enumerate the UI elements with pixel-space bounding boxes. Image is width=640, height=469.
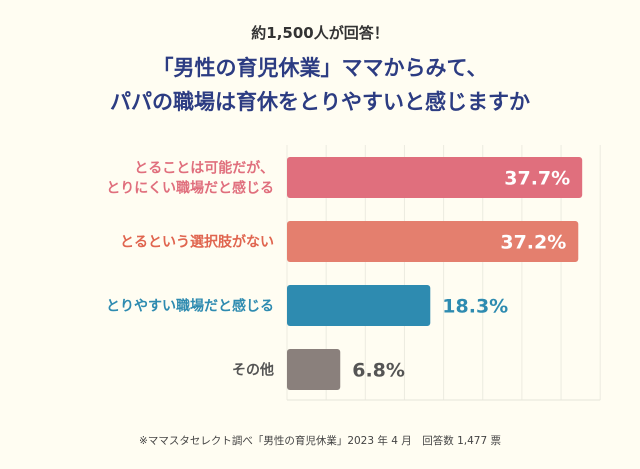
bar — [287, 349, 341, 390]
data-label: 18.3% — [442, 296, 508, 318]
category-label: とりやすい職場だと感じる — [106, 298, 274, 315]
data-label: 37.7% — [504, 168, 570, 190]
data-label: 37.2% — [500, 232, 566, 254]
category-label: とることは可能だが、 — [134, 160, 274, 177]
bar — [287, 285, 431, 326]
category-label: とるという選択肢がない — [120, 234, 274, 251]
chart-title-line-1: 「男性の育児休業」ママからみて、 — [152, 56, 488, 80]
chart-title-line-2: パパの職場は育休をとりやすいと感じますか — [110, 90, 530, 114]
category-label: とりにくい職場だと感じる — [106, 180, 274, 197]
bar — [287, 157, 583, 198]
chart-subtitle: 約1,500人が回答！ — [251, 24, 389, 42]
data-label: 6.8% — [352, 360, 405, 382]
bar — [287, 221, 579, 262]
category-label: その他 — [232, 362, 274, 379]
source-note: ※ママスタセレクト調べ「男性の育児休業」2023 年 4 月 回答数 1,477… — [139, 435, 501, 447]
